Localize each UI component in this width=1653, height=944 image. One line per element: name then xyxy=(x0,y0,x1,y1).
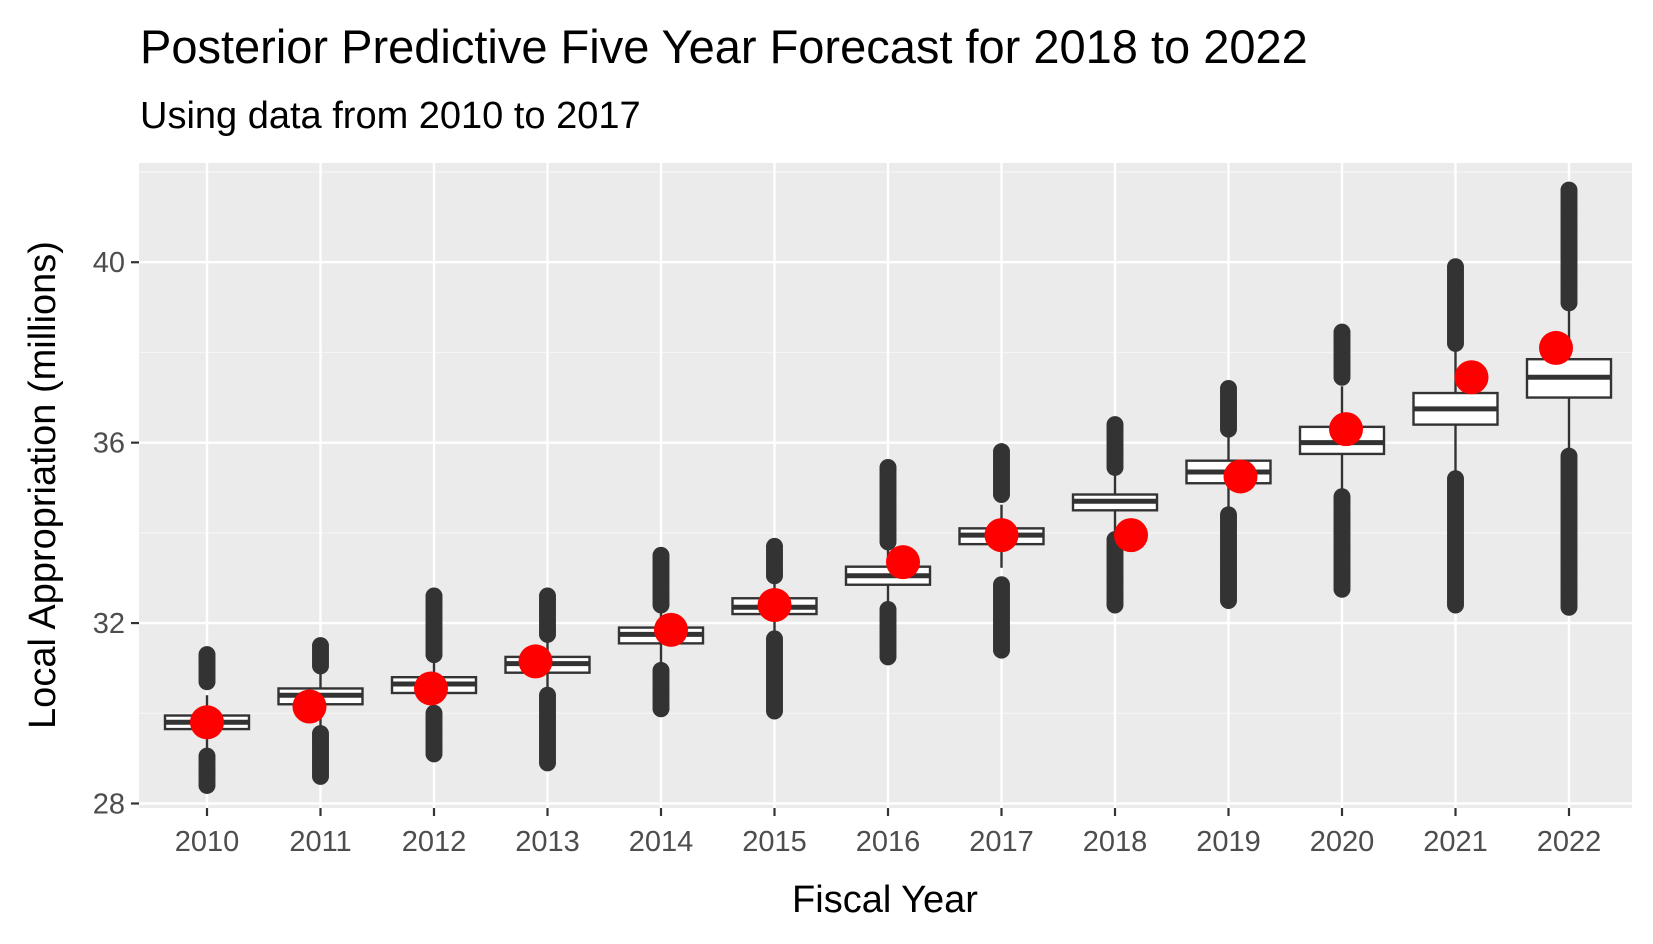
x-tick-label: 2012 xyxy=(402,826,467,858)
outlier-point-high xyxy=(652,546,670,564)
y-tick-label: 32 xyxy=(93,608,125,640)
outlier-point-high xyxy=(1220,380,1237,398)
outlier-point-low xyxy=(1220,506,1237,524)
outlier-point-high xyxy=(766,537,783,555)
actual-point-2020 xyxy=(1329,412,1363,447)
outlier-point-high xyxy=(1333,323,1351,341)
actual-point-2018 xyxy=(1114,518,1148,553)
outlier-point-high xyxy=(1106,416,1124,434)
x-tick-label: 2019 xyxy=(1196,826,1261,858)
actual-point-2019 xyxy=(1223,459,1258,494)
outlier-point-low xyxy=(1447,470,1464,488)
x-tick-label: 2016 xyxy=(856,826,921,858)
actual-point-2016 xyxy=(886,545,920,580)
x-tick-label: 2014 xyxy=(629,826,694,858)
x-tick-label: 2020 xyxy=(1310,826,1375,858)
actual-point-2014 xyxy=(654,612,688,647)
outlier-point-low xyxy=(1560,447,1578,465)
outlier-point-high xyxy=(993,443,1010,461)
box-2015 xyxy=(731,537,818,720)
outlier-point-low xyxy=(312,725,329,743)
outlier-point-high xyxy=(425,587,443,605)
outlier-point-low xyxy=(425,704,443,722)
outlier-point-low xyxy=(879,601,897,619)
actual-point-2010 xyxy=(190,705,224,740)
outlier-point-low xyxy=(766,630,783,648)
outlier-point-low xyxy=(539,686,556,704)
actual-point-2022 xyxy=(1539,330,1573,365)
x-axis-title: Fiscal Year xyxy=(792,879,978,921)
outlier-point-high xyxy=(198,646,216,664)
chart-title: Posterior Predictive Five Year Forecast … xyxy=(140,20,1308,73)
outlier-point-high xyxy=(312,637,329,655)
actual-point-2012 xyxy=(414,671,448,706)
y-axis: 28 32 36 40 xyxy=(93,247,139,820)
y-tick-label: 28 xyxy=(93,788,125,820)
box-2016 xyxy=(844,458,932,666)
box-2022 xyxy=(1525,181,1613,616)
outlier-point-low xyxy=(993,576,1010,594)
x-tick-label: 2017 xyxy=(969,826,1034,858)
box-2010 xyxy=(163,646,251,794)
box-2012 xyxy=(390,587,478,763)
x-tick-label: 2013 xyxy=(515,826,580,858)
x-tick-label: 2010 xyxy=(175,826,240,858)
y-tick-label: 36 xyxy=(93,428,125,460)
outlier-point-low xyxy=(1333,488,1351,506)
outlier-point-high xyxy=(539,587,556,605)
actual-point-2017 xyxy=(984,518,1019,553)
box-2021 xyxy=(1412,258,1499,614)
actual-point-2021 xyxy=(1454,360,1489,395)
box-2018 xyxy=(1071,416,1159,614)
x-tick-label: 2011 xyxy=(289,826,351,858)
outlier-point-low xyxy=(652,661,670,679)
actual-point-2015 xyxy=(757,588,792,623)
actual-points-series xyxy=(190,330,1573,740)
x-tick-label: 2021 xyxy=(1423,826,1488,858)
x-tick-label: 2015 xyxy=(742,826,807,858)
box-2013 xyxy=(504,587,591,772)
chart-subtitle: Using data from 2010 to 2017 xyxy=(140,95,641,137)
outlier-point-high xyxy=(1447,258,1464,276)
x-tick-label: 2018 xyxy=(1083,826,1148,858)
actual-point-2013 xyxy=(518,644,553,679)
y-axis-title: Local Appropriation (millions) xyxy=(22,241,64,729)
actual-point-2011 xyxy=(292,689,327,724)
outlier-point-high xyxy=(1560,181,1578,199)
y-tick-label: 40 xyxy=(93,247,125,279)
x-axis: 2010 2011 2012 2013 2014 2015 2016 2017 2018 2019… xyxy=(175,808,1602,858)
outlier-point-low xyxy=(198,747,216,765)
outlier-point-high xyxy=(879,458,897,476)
x-tick-label: 2022 xyxy=(1537,826,1602,858)
